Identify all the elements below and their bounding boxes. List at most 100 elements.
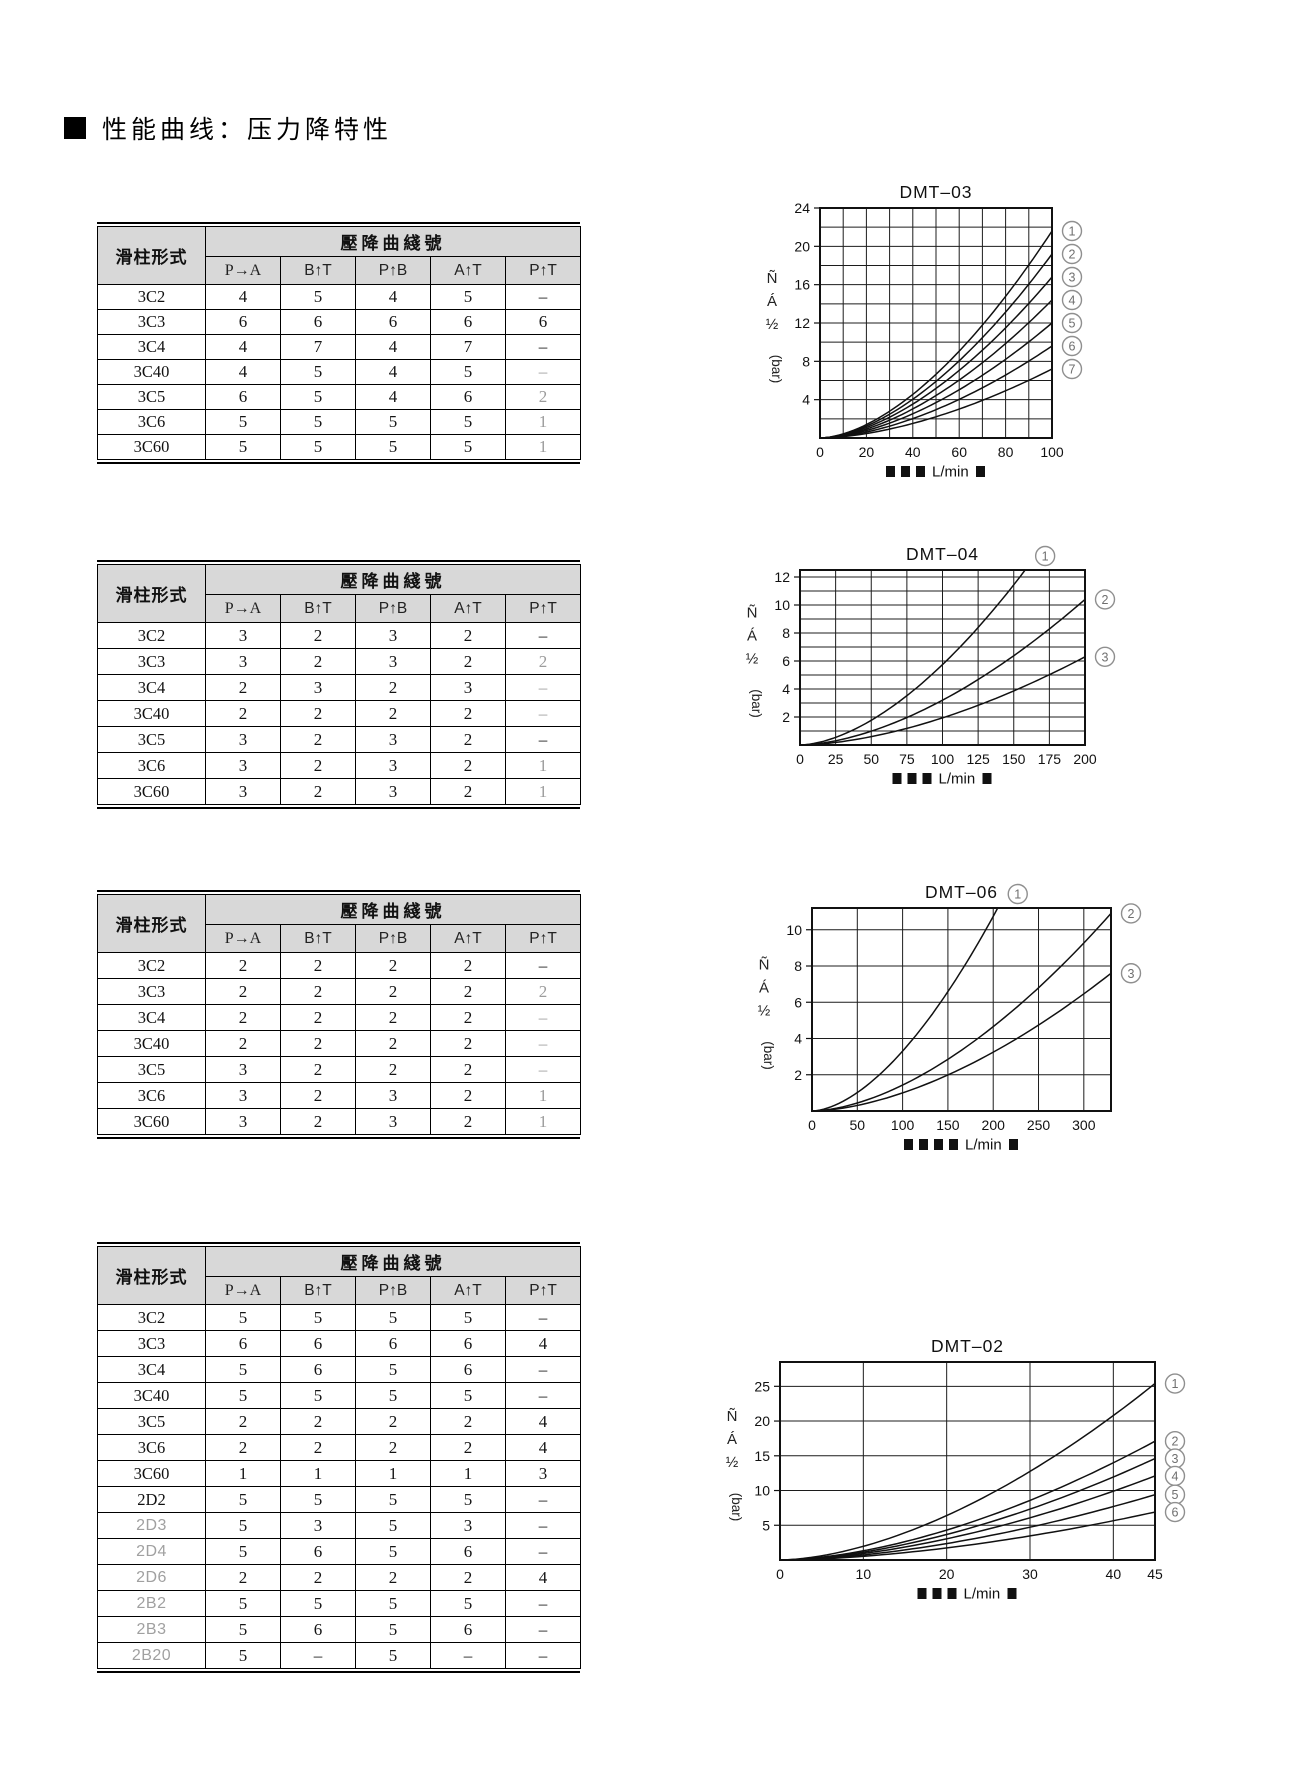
curve-number-cell: 2: [355, 674, 431, 701]
curve-number-cell: 5: [205, 1616, 281, 1643]
curve-number-cell: 2: [355, 1564, 431, 1591]
curve-number-cell: 3: [430, 674, 506, 701]
column-header: A↑T: [430, 1276, 506, 1305]
table-subheader-row: P→A B↑T P↑B A↑T P↑T: [98, 594, 582, 623]
curve-number-cell: 2: [205, 1434, 281, 1461]
curve-number-cell: 2: [430, 978, 506, 1005]
section-marker-icon: [64, 117, 86, 139]
flow-block-icon: [1007, 1588, 1017, 1599]
curve-number-cell: 2: [280, 726, 356, 753]
y-tick-label: 4: [794, 1031, 802, 1047]
flow-block-icon: [919, 1139, 928, 1150]
chart-dmt02: 5 10 15 20 25 0 10 20 30 40 45 DMT–02 Ñ Á ½ (bar) L/min 1…: [660, 1325, 1220, 1637]
spool-type-label: 2D2: [97, 1486, 206, 1513]
curve-number-cell: 5: [355, 1642, 431, 1669]
curve-number-cell: 1: [504, 1108, 582, 1135]
spool-table: 滑柱形式 壓降曲綫號 P→A B↑T P↑B A↑T P↑T 3C2 4 5 4 5–3C3 6 6 6 6 6…: [97, 226, 582, 460]
curve-label-circle: [1164, 1373, 1186, 1394]
curve-number-cell: –: [504, 1056, 582, 1083]
spool-type-label: 2B2: [97, 1590, 206, 1617]
curve-number-cell: 5: [430, 1590, 506, 1617]
curve-number-cell: 5: [280, 1382, 356, 1409]
pressure-drop-curve: [819, 230, 1053, 439]
table-header-row: 滑柱形式 壓降曲綫號: [97, 894, 582, 953]
curve-number-cell: 1: [355, 1460, 431, 1487]
curve-label-circle: [1061, 335, 1083, 357]
column-header: P↑B: [355, 256, 431, 285]
x-tick-label: 175: [1038, 751, 1062, 767]
curve-label-number: 2: [1102, 593, 1109, 607]
spool-type-label: 3C2: [97, 952, 206, 979]
pressure-drop-curve: [779, 1493, 1156, 1561]
y-axis-label-char: Á: [767, 293, 777, 310]
y-tick-label: 4: [802, 392, 810, 408]
curve-number-cell: 6: [280, 1356, 356, 1383]
spool-table: 滑柱形式 壓降曲綫號 P→A B↑T P↑B A↑T P↑T 3C2 2 2 2 2–3C3 2 2 2 2 2…: [97, 894, 582, 1135]
x-tick-label: 0: [816, 444, 824, 460]
curve-number-cell: –: [504, 1356, 582, 1383]
flow-block-icon: [934, 1139, 943, 1150]
y-axis-label-char: ½: [746, 651, 759, 668]
table-row: 3C60 3 2 3 2 1: [97, 1108, 582, 1135]
y-axis-label-char: Ñ: [727, 1408, 738, 1425]
curve-number-cell: 2: [205, 700, 281, 727]
column-header: P→A: [205, 1276, 281, 1305]
curve-number-cell: 4: [205, 284, 281, 310]
flow-axis-label: L/min: [932, 464, 969, 481]
curve-number-cell: 2: [205, 1030, 281, 1057]
table-row: 3C40 5 5 5 5–: [97, 1382, 582, 1409]
flow-block-icon: [901, 466, 910, 477]
curve-number-cell: –: [504, 1004, 582, 1031]
curve-number-cell: –: [504, 1590, 582, 1617]
curve-number-cell: –: [504, 1486, 582, 1513]
curve-number-cell: 3: [205, 726, 281, 753]
table-row: 3C6 3 2 3 2 1: [97, 752, 582, 779]
curve-number-cell: 2: [280, 1056, 356, 1083]
pressure-drop-curve: [819, 345, 1053, 439]
curve-number-cell: 2: [430, 648, 506, 675]
chart-title: DMT–04: [906, 544, 979, 564]
curve-label-number: 1: [1042, 550, 1049, 564]
section-title-text: 性能曲线：压力降特性: [102, 117, 393, 144]
curve-number-cell: –: [504, 952, 582, 979]
x-tick-label: 200: [1073, 751, 1097, 767]
spool-type-label: 3C5: [97, 1408, 206, 1435]
curve-number-cell: 5: [430, 284, 506, 310]
curve-number-cell: 4: [355, 359, 431, 385]
pressure-drop-table-dmt04: 滑柱形式 壓降曲綫號 P→A B↑T P↑B A↑T P↑T 3C2 3 2 3 2–3C3 3 2 3 2 2…: [97, 560, 582, 809]
spool-type-label: 3C2: [97, 284, 206, 310]
y-tick-label: 2: [782, 709, 790, 725]
spool-type-label: 3C40: [97, 1030, 206, 1057]
curve-number-cell: –: [504, 1538, 582, 1565]
curve-number-cell: 2: [430, 778, 506, 805]
y-axis-label-char: Ñ: [767, 270, 778, 287]
curve-number-cell: –: [430, 1642, 506, 1669]
curve-label-number: 5: [1069, 317, 1076, 331]
table-row: 3C4 2 3 2 3–: [97, 674, 582, 701]
curve-number-cell: 5: [205, 1512, 281, 1539]
curve-label-number: 1: [1069, 225, 1076, 239]
column-header: P↑T: [504, 594, 582, 623]
table-row: 3C5 2 2 2 2 4: [97, 1408, 582, 1435]
grid-lines: [820, 208, 1052, 438]
flow-block-icon: [892, 773, 902, 784]
x-tick-label: 200: [982, 1117, 1006, 1133]
spool-type-label: 3C60: [97, 1108, 206, 1135]
curve-number-cell: 4: [504, 1434, 582, 1461]
curve-label-circle: [1164, 1501, 1186, 1523]
curve-number-cell: 2: [430, 1082, 506, 1109]
curve-number-cell: 6: [280, 309, 356, 335]
table-subheader-row: P→A B↑T P↑B A↑T P↑T: [98, 256, 582, 285]
spool-type-label: 2B20: [97, 1642, 206, 1669]
curve-label-circle: [1061, 243, 1083, 265]
pressure-drop-curve: [799, 656, 1086, 746]
curve-number-cell: 5: [355, 1616, 431, 1643]
y-tick-label: 24: [794, 200, 810, 216]
curve-number-cell: 5: [430, 434, 506, 460]
spool-type-label: 3C4: [97, 334, 206, 360]
table-row: 3C5 3 2 2 2–: [97, 1056, 582, 1083]
curve-number-cell: 5: [355, 1590, 431, 1617]
pressure-drop-curve: [811, 907, 999, 1112]
table-subheader-row: P→A B↑T P↑B A↑T P↑T: [98, 924, 582, 953]
